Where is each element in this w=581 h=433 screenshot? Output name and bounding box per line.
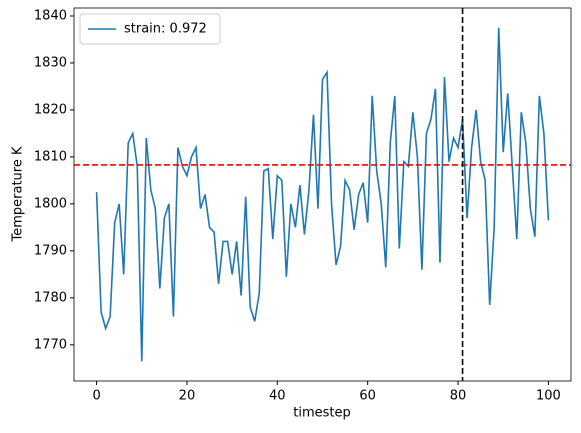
x-tick-label: 0 xyxy=(92,389,100,404)
x-tick-label: 20 xyxy=(179,389,196,404)
y-tick-label: 1770 xyxy=(34,337,67,352)
x-tick-label: 80 xyxy=(450,389,467,404)
y-tick-label: 1810 xyxy=(34,149,67,164)
y-tick-label: 1820 xyxy=(34,102,67,117)
line-series xyxy=(95,27,550,362)
x-tick-label: 100 xyxy=(536,389,561,404)
y-tick-label: 1800 xyxy=(34,196,67,211)
plot-frame xyxy=(73,7,572,382)
x-tick-label: 40 xyxy=(269,389,286,404)
x-tick-label: 60 xyxy=(359,389,376,404)
legend-box xyxy=(79,13,221,45)
y-tick-label: 1840 xyxy=(34,8,67,23)
y-tick-label: 1790 xyxy=(34,243,67,258)
y-tick-label: 1830 xyxy=(34,55,67,70)
legend-label: strain: 0.972 xyxy=(124,22,207,37)
y-axis-label: Temperature K xyxy=(11,146,26,242)
y-tick-label: 1780 xyxy=(34,290,67,305)
x-axis-label: timestep xyxy=(293,406,351,421)
